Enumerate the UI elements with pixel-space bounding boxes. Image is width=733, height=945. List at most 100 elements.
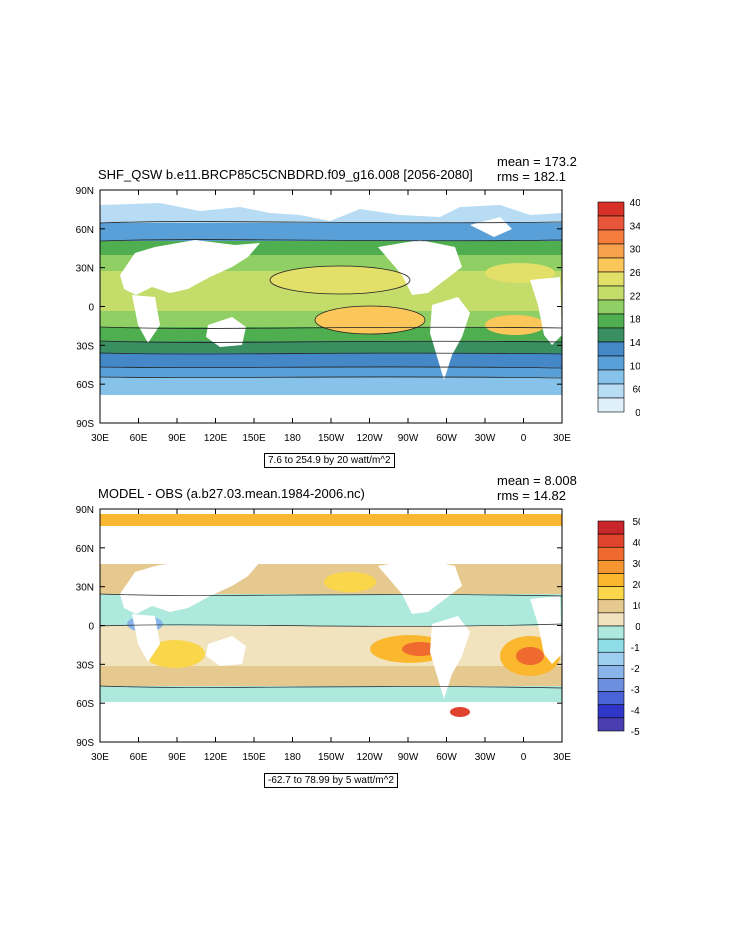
- lat-tick-label: 60N: [76, 225, 94, 236]
- colorbar-label: 300: [630, 245, 640, 256]
- lon-tick-label: 30W: [475, 433, 496, 444]
- colorbar-label: 260: [630, 268, 640, 279]
- panel2-map: 90N 60N 30N 0 30S 60S 90S 30E 60E 90E 120E 150E 180 1…: [76, 505, 572, 763]
- colorbar-label: -40: [631, 706, 640, 717]
- lon-tick-label: 90W: [398, 752, 419, 763]
- panel2-rms: rms = 14.82: [497, 488, 567, 503]
- colorbar-swatch: [597, 397, 625, 413]
- lon-tick-label: 30E: [91, 752, 109, 763]
- colorbar-label: 20: [632, 580, 640, 591]
- panel1-title: SHF_QSW b.e11.BRCP85C5CNBDRD.f09_g16.008…: [98, 167, 473, 182]
- colorbar-label: 40: [632, 538, 640, 549]
- panel2-axes: 90N 60N 30N 0 30S 60S 90S 30E 60E 90E 120E 150E 180 1…: [76, 505, 572, 763]
- colorbar-swatch: [597, 599, 625, 614]
- panel2-range-info: -62.7 to 78.99 by 5 watt/m^2: [264, 773, 398, 788]
- colorbar-swatch: [597, 383, 625, 399]
- lon-tick-label: 0: [521, 433, 527, 444]
- panel1-rms: rms = 182.1: [497, 169, 567, 184]
- colorbar-swatch: [597, 271, 625, 287]
- lon-tick-label: 120E: [204, 433, 228, 444]
- colorbar-label: 180: [630, 315, 640, 326]
- colorbar-label: -50: [631, 727, 640, 738]
- colorbar-label: 30: [632, 559, 640, 570]
- lon-tick-label: 150E: [242, 433, 266, 444]
- lat-tick-label: 90S: [76, 419, 94, 430]
- lat-tick-label: 60S: [76, 380, 94, 391]
- panel2-field: [100, 509, 562, 742]
- colorbar-label: 340: [630, 221, 640, 232]
- colorbar-swatch: [597, 560, 625, 574]
- panel1-colorbar: 400 340 300 260 220 180 140 100 60 0: [597, 198, 640, 419]
- colorbar-swatch: [597, 573, 625, 587]
- colorbar-swatch: [597, 355, 625, 371]
- colorbar-swatch: [597, 678, 625, 692]
- colorbar-swatch: [597, 638, 625, 653]
- lon-tick-label: 150E: [242, 752, 266, 763]
- lon-tick-label: 60E: [130, 752, 148, 763]
- colorbar-swatch: [597, 285, 625, 301]
- lat-tick-label: 60N: [76, 544, 94, 555]
- colorbar-label: 400: [630, 198, 640, 209]
- lon-tick-label: 0: [521, 752, 527, 763]
- colorbar-label: 60: [632, 385, 640, 396]
- colorbar-swatch: [597, 691, 625, 706]
- colorbar-swatch: [597, 586, 625, 601]
- colorbar-swatch: [597, 215, 625, 231]
- colorbar-swatch: [597, 665, 625, 679]
- lon-tick-label: 180: [284, 433, 301, 444]
- colorbar-label: -20: [631, 664, 640, 675]
- lon-tick-label: 90E: [168, 433, 186, 444]
- lon-tick-label: 120W: [356, 433, 383, 444]
- panel1-axes: 90N 60N 30N 0 30S 60S 90S 30E 60E 90E 120E 150E 180 1…: [76, 186, 572, 444]
- lat-tick-label: 90N: [76, 505, 94, 516]
- colorbar-swatch: [597, 341, 625, 357]
- colorbar-swatch: [597, 257, 625, 273]
- lat-tick-label: 0: [88, 303, 94, 314]
- colorbar-label: -10: [631, 643, 640, 654]
- colorbar-label: 140: [630, 338, 640, 349]
- colorbar-swatch: [597, 313, 625, 329]
- colorbar-swatch: [597, 546, 625, 561]
- colorbar-swatch: [597, 651, 625, 666]
- panel1-field: [100, 190, 562, 423]
- panel2-colorbar: 50 40 30 20 10 0 -10 -20 -30 -40 -50: [597, 517, 640, 738]
- colorbar-swatch: [597, 327, 625, 343]
- panel1-map: 90N 60N 30N 0 30S 60S 90S 30E 60E 90E 120E 150E 180 1…: [76, 186, 572, 444]
- colorbar-label: 220: [630, 291, 640, 302]
- lat-tick-label: 90S: [76, 738, 94, 749]
- lon-tick-label: 30E: [553, 433, 571, 444]
- colorbar-swatch: [597, 201, 625, 217]
- colorbar-swatch: [597, 229, 625, 245]
- lon-tick-label: 150W: [318, 433, 345, 444]
- lon-tick-label: 180: [284, 752, 301, 763]
- colorbar-swatch: [597, 533, 625, 548]
- colorbar-swatch: [597, 520, 625, 535]
- colorbar-label: 10: [632, 601, 640, 612]
- colorbar-label: 0: [635, 622, 640, 633]
- lat-tick-label: 30S: [76, 660, 94, 671]
- lat-tick-label: 30N: [76, 264, 94, 275]
- colorbar-swatch: [597, 369, 625, 385]
- colorbar-swatch: [597, 625, 625, 640]
- lon-tick-label: 60W: [436, 433, 457, 444]
- lat-tick-label: 30S: [76, 341, 94, 352]
- lon-tick-label: 30E: [91, 433, 109, 444]
- lon-tick-label: 150W: [318, 752, 345, 763]
- colorbar-label: 50: [632, 517, 640, 528]
- colorbar-swatch: [597, 717, 625, 732]
- colorbar-swatch: [597, 299, 625, 315]
- panel2-title: MODEL - OBS (a.b27.03.mean.1984-2006.nc): [98, 486, 365, 501]
- lon-tick-label: 30E: [553, 752, 571, 763]
- lon-tick-label: 60W: [436, 752, 457, 763]
- lat-tick-label: 0: [88, 622, 94, 633]
- panel1-range-info: 7.6 to 254.9 by 20 watt/m^2: [264, 453, 395, 468]
- colorbar-swatch: [597, 612, 625, 627]
- lon-tick-label: 120W: [356, 752, 383, 763]
- lon-tick-label: 90W: [398, 433, 419, 444]
- colorbar-swatch: [597, 704, 625, 719]
- lon-tick-label: 120E: [204, 752, 228, 763]
- colorbar-swatch: [597, 243, 625, 259]
- lon-tick-label: 60E: [130, 433, 148, 444]
- colorbar-label: 0: [635, 408, 640, 419]
- colorbar-label: -30: [631, 685, 640, 696]
